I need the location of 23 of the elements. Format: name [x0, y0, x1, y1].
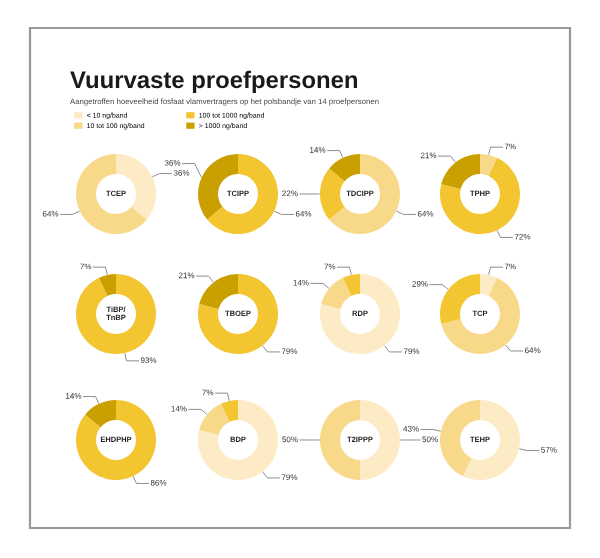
- donut-slice: [480, 154, 498, 176]
- donut-slice: [199, 274, 238, 310]
- donut-slice: [441, 277, 520, 354]
- chart-title: Vuurvaste proefpersonen: [70, 70, 358, 93]
- donut-slice: [76, 274, 156, 354]
- donut-slice: [321, 277, 352, 310]
- donut-slice: [329, 154, 360, 182]
- donut-slice: [98, 274, 116, 296]
- donut-slice: [85, 400, 116, 428]
- donut-slice: [480, 274, 498, 296]
- donut-slice: [198, 400, 278, 480]
- donut-slice: [329, 154, 400, 234]
- donut-slice: [342, 274, 360, 296]
- donut-slice: [320, 274, 400, 354]
- donut-slice: [199, 403, 230, 436]
- donut-slice: [320, 168, 345, 220]
- donut-slice: [440, 157, 520, 234]
- donut-slice: [441, 154, 480, 190]
- donut-slice: [462, 400, 520, 480]
- donut-slice: [198, 274, 278, 354]
- donut-slice: [207, 154, 278, 234]
- donut-slice: [76, 400, 156, 480]
- donut-slice: [220, 400, 238, 422]
